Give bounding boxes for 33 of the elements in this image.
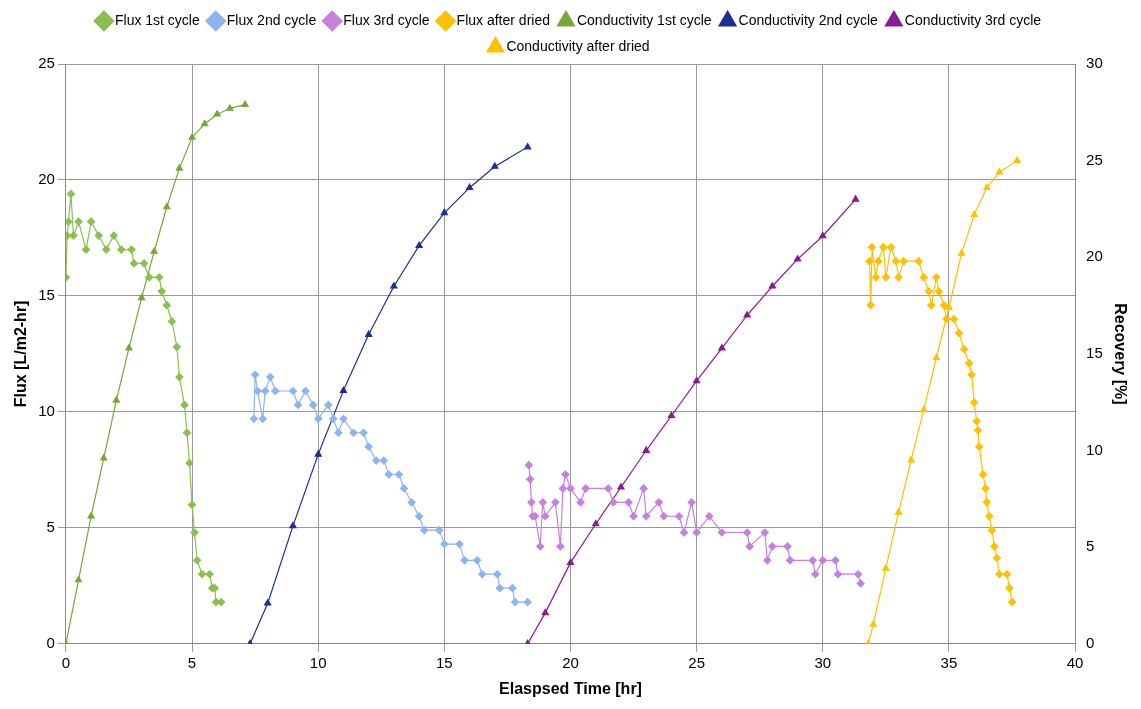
y2-tick-label: 0	[1086, 633, 1095, 651]
legend-label: Conductivity after dried	[506, 37, 650, 54]
y-tick-label: 20	[38, 170, 55, 188]
y-tick-label: 10	[38, 402, 55, 420]
y2-tick-label: 25	[1086, 150, 1103, 168]
x-tick-label: 5	[187, 653, 197, 671]
legend-label: Conductivity 3rd cycle	[904, 11, 1042, 28]
y2-tick-label: 5	[1086, 537, 1095, 555]
y-axis-title: Flux [L/m2-hr]	[12, 300, 30, 408]
legend-label: Conductivity 1st cycle	[576, 11, 712, 28]
y2-axis-title: Recovery [%]	[1111, 303, 1129, 405]
legend-label: Conductivity 2nd cycle	[738, 11, 879, 28]
legend-label: Flux after dried	[456, 11, 550, 28]
x-tick-label: 0	[61, 653, 71, 671]
x-tick-label: 25	[688, 653, 705, 671]
y2-tick-label: 15	[1086, 344, 1103, 362]
y2-tick-label: 10	[1086, 440, 1103, 458]
y-tick-label: 0	[46, 633, 55, 651]
y2-tick-label: 30	[1086, 54, 1103, 72]
legend-label: Flux 2nd cycle	[226, 11, 317, 28]
x-tick-label: 20	[562, 653, 579, 671]
x-tick-label: 35	[940, 653, 958, 671]
y-tick-label: 15	[38, 286, 55, 304]
x-tick-label: 40	[1066, 653, 1084, 671]
y-tick-label: 5	[46, 517, 55, 535]
legend-label: Flux 1st cycle	[114, 11, 200, 28]
x-tick-label: 10	[309, 653, 327, 671]
x-tick-label: 15	[436, 653, 453, 671]
x-tick-label: 30	[814, 653, 832, 671]
x-axis-title: Elaspsed Time [hr]	[499, 679, 642, 697]
legend-label: Flux 3rd cycle	[343, 11, 430, 28]
y2-tick-label: 20	[1086, 247, 1103, 265]
y-tick-label: 25	[38, 54, 55, 72]
